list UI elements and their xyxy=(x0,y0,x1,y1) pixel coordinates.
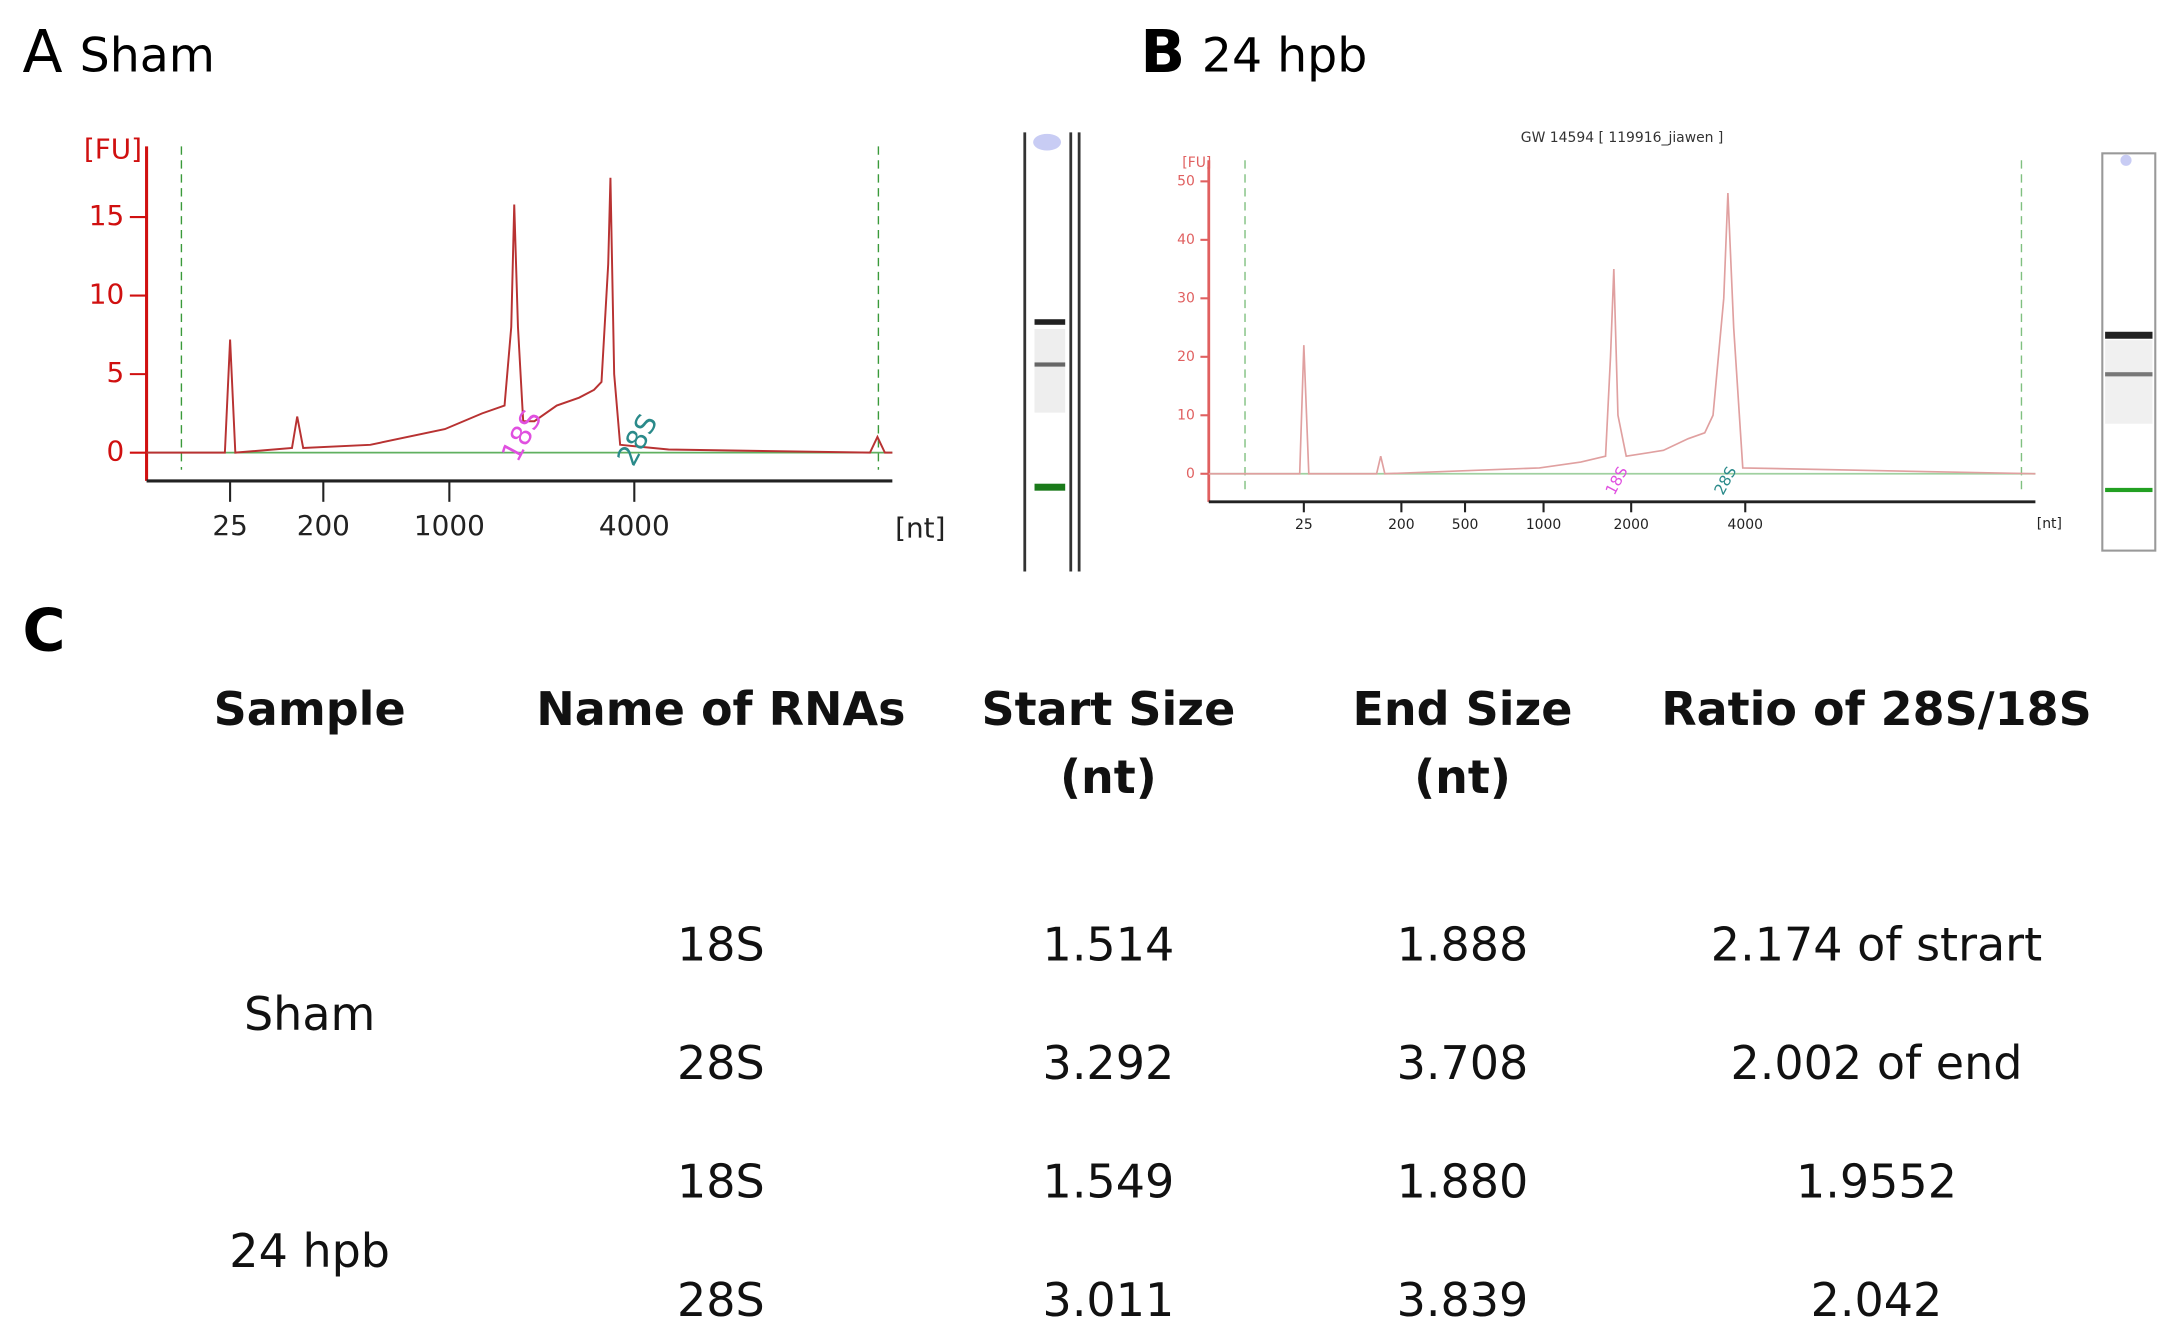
y-tick-label: 20 xyxy=(1177,349,1195,365)
y-tick-label: 40 xyxy=(1177,232,1195,248)
y-tick-label: 5 xyxy=(107,356,125,389)
x-tick-label: 25 xyxy=(212,509,247,542)
y-axis-label: [FU] xyxy=(84,133,142,166)
table-cell: 1.880 xyxy=(1397,1154,1529,1208)
panel-letter: B xyxy=(1140,18,1185,86)
table-cell: 28S xyxy=(677,1273,765,1327)
table-cell: 1.888 xyxy=(1397,917,1529,971)
table-cell: 24 hpb xyxy=(229,1224,390,1278)
x-tick-label: 1000 xyxy=(414,509,485,542)
table-header: Ratio of 28S/18S xyxy=(1661,682,2092,736)
y-tick-label: 10 xyxy=(1177,407,1195,423)
x-tick-label: 200 xyxy=(1388,517,1415,533)
x-tick-label: 4000 xyxy=(599,509,670,542)
table-cell: 2.002 of end xyxy=(1731,1036,2023,1090)
y-tick-label: 0 xyxy=(1186,466,1195,482)
y-tick-label: 0 xyxy=(107,435,125,468)
table-cell: 1.9552 xyxy=(1796,1154,1957,1208)
table-cell: 18S xyxy=(677,917,765,971)
table-cell: 3.292 xyxy=(1043,1036,1175,1090)
x-axis-label: [nt] xyxy=(2037,516,2062,532)
peak-label: 18S xyxy=(1602,464,1632,498)
table-cell: 3.708 xyxy=(1397,1036,1529,1090)
panel-letter: C xyxy=(23,596,66,664)
gel-lane xyxy=(1023,132,1081,572)
table-cell: 18S xyxy=(677,1154,765,1208)
peak-label: 28S xyxy=(1711,464,1741,498)
trace xyxy=(146,177,893,454)
chart-title: GW 14594 [ 119916_jiawen ] xyxy=(1521,130,1724,146)
y-tick-label: 10 xyxy=(89,278,124,311)
y-tick-label: 15 xyxy=(89,199,124,232)
x-tick-label: 500 xyxy=(1452,517,1479,533)
peak-label: 18S xyxy=(495,404,549,466)
table-cell: Sham xyxy=(244,987,375,1041)
x-axis-label: [nt] xyxy=(895,512,945,545)
x-tick-label: 25 xyxy=(1295,517,1313,533)
x-tick-label: 2000 xyxy=(1613,517,1648,533)
x-tick-label: 4000 xyxy=(1728,517,1763,533)
trace xyxy=(1208,193,2036,475)
panel-letter: A xyxy=(23,18,63,86)
panel-label: 24 hpb xyxy=(1202,29,1368,84)
table-cell: 1.514 xyxy=(1043,917,1175,971)
table-cell: 3.839 xyxy=(1397,1273,1529,1327)
table-header: Start Size xyxy=(982,682,1236,736)
gel-lane xyxy=(2101,152,2157,552)
table-header: (nt) xyxy=(1060,750,1157,804)
table-cell: 2.042 xyxy=(1811,1273,1943,1327)
table-cell: 3.011 xyxy=(1043,1273,1175,1327)
table-header: Sample xyxy=(214,682,406,736)
table-cell: 2.174 of strart xyxy=(1711,917,2042,971)
table-header: Name of RNAs xyxy=(536,682,905,736)
y-tick-label: 50 xyxy=(1177,173,1195,189)
table-header: (nt) xyxy=(1414,750,1511,804)
table-header: End Size xyxy=(1352,682,1572,736)
panel-label: Sham xyxy=(80,29,215,84)
y-tick-label: 30 xyxy=(1177,290,1195,306)
table-cell: 1.549 xyxy=(1043,1154,1175,1208)
x-tick-label: 200 xyxy=(297,509,350,542)
table-cell: 28S xyxy=(677,1036,765,1090)
x-tick-label: 1000 xyxy=(1526,517,1561,533)
y-axis-label: [FU] xyxy=(1182,155,1211,171)
